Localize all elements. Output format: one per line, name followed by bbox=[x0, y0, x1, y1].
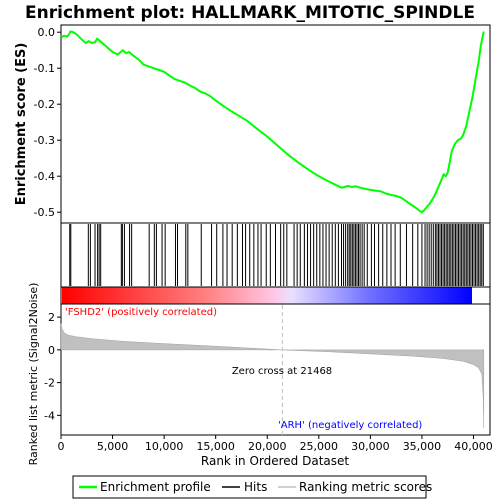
x-tick-label: 25,000 bbox=[300, 440, 339, 453]
x-tick-label: 30,000 bbox=[351, 440, 390, 453]
rank-y-axis: 2 0 -2 -4 bbox=[44, 311, 61, 422]
es-y-axis: 0.0 -0.1 -0.2 -0.3 -0.4 -0.5 bbox=[34, 26, 61, 219]
es-y-tick-label: -0.1 bbox=[34, 62, 55, 75]
hit-markers bbox=[69, 224, 484, 286]
x-axis-label: Rank in Ordered Dataset bbox=[201, 454, 349, 468]
rank-y-tick-label: -4 bbox=[44, 409, 55, 422]
zero-cross-label: Zero cross at 21468 bbox=[232, 366, 332, 377]
legend-hits-label: Hits bbox=[244, 480, 267, 494]
es-y-tick-label: -0.2 bbox=[34, 98, 55, 111]
rank-heat-bar bbox=[62, 287, 472, 304]
x-tick-label: 0 bbox=[58, 440, 65, 453]
x-tick-label: 20,000 bbox=[248, 440, 287, 453]
chart-title: Enrichment plot: HALLMARK_MITOTIC_SPINDL… bbox=[25, 3, 475, 23]
x-axis: 0 5,000 10,000 15,000 20,000 25,000 30,000 35,0… bbox=[58, 435, 493, 453]
enrichment-profile-line bbox=[60, 30, 485, 214]
x-tick-label: 10,000 bbox=[145, 440, 184, 453]
x-tick-label: 40,000 bbox=[454, 440, 493, 453]
rank-y-axis-label: Ranked list metric (Signal2Noise) bbox=[27, 283, 40, 466]
positive-label: 'FSHD2' (positively correlated) bbox=[65, 307, 217, 318]
legend-box bbox=[72, 475, 427, 499]
rank-y-tick-label: -2 bbox=[44, 377, 55, 390]
x-tick-label: 35,000 bbox=[403, 440, 442, 453]
negative-label: 'ARH' (negatively correlated) bbox=[278, 420, 422, 431]
x-tick-label: 5,000 bbox=[97, 440, 129, 453]
rank-y-tick-label: 0 bbox=[48, 344, 55, 357]
es-y-tick-label: 0.0 bbox=[38, 26, 56, 39]
es-panel-frame bbox=[60, 24, 491, 224]
legend-enrichment-label: Enrichment profile bbox=[100, 480, 211, 494]
rank-y-tick-label: 2 bbox=[48, 311, 55, 324]
legend-metric-label: Ranking metric scores bbox=[299, 480, 432, 494]
es-y-tick-label: -0.4 bbox=[34, 170, 55, 183]
rank-panel-frame bbox=[60, 303, 491, 436]
ranking-metric-area bbox=[60, 323, 485, 429]
es-y-tick-label: -0.5 bbox=[34, 206, 55, 219]
es-y-axis-label: Enrichment score (ES) bbox=[14, 43, 29, 206]
x-tick-label: 15,000 bbox=[196, 440, 235, 453]
es-y-tick-label: -0.3 bbox=[34, 134, 55, 147]
